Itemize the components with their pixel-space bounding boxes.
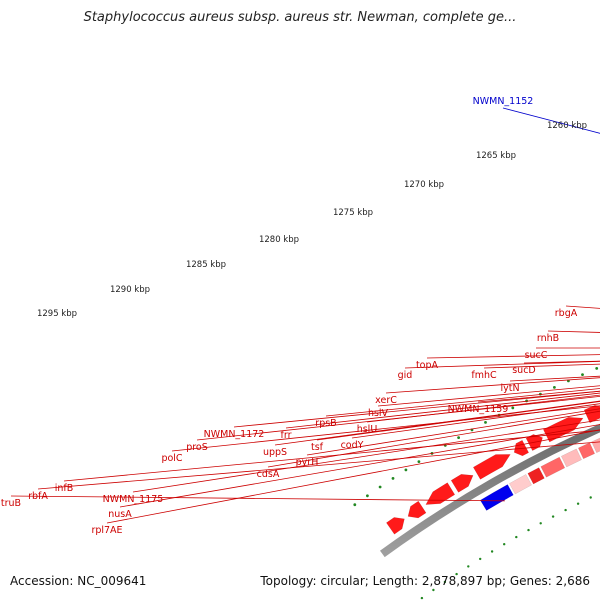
- gene-label-gid[interactable]: gid: [398, 370, 413, 381]
- callout-line: [306, 408, 600, 456]
- callout-line: [377, 385, 600, 407]
- gene-feature: [577, 442, 596, 460]
- gene-label-upps[interactable]: uppS: [263, 447, 287, 458]
- genome-backbone: [380, 423, 600, 558]
- inner-ruler-dot: [443, 580, 447, 584]
- gene-label-topa[interactable]: topA: [416, 360, 439, 371]
- inner-ruler-dot: [479, 557, 482, 561]
- inner-ruler-dot: [551, 515, 555, 518]
- gene-feature: [540, 456, 566, 478]
- inner-ruler-dot: [539, 522, 542, 525]
- callout-line: [285, 392, 600, 429]
- callout-line: [233, 390, 600, 428]
- callout-line: [502, 107, 600, 134]
- gene-feature: [560, 448, 582, 468]
- inner-ruler-dot: [467, 565, 470, 568]
- callout-line: [63, 429, 600, 482]
- gene-label-infb[interactable]: infB: [55, 483, 74, 494]
- gene-label-trub[interactable]: truB: [1, 498, 21, 509]
- gene-feature: [472, 454, 511, 480]
- callout-line: [385, 377, 600, 394]
- gene-feature: [527, 467, 545, 485]
- gene-label-polc[interactable]: polC: [161, 453, 182, 464]
- callout-line: [196, 395, 600, 441]
- gene-label-rbga[interactable]: rbgA: [555, 308, 578, 319]
- inner-ruler-dot: [432, 588, 435, 592]
- kbp-label: 1280 kbp: [259, 235, 299, 245]
- inner-ruler-dot: [490, 550, 494, 553]
- gene-feature: [450, 474, 474, 493]
- callout-line: [37, 441, 600, 490]
- kbp-label: 1260 kbp: [547, 121, 587, 131]
- inner-ruler-dot: [455, 572, 458, 576]
- gene-feature: [542, 416, 584, 443]
- callout-line: [132, 419, 600, 493]
- gene-label-nusa[interactable]: nusA: [108, 509, 132, 520]
- gene-label-frr[interactable]: frr: [281, 430, 292, 441]
- inner-ruler-dot: [564, 508, 567, 512]
- inner-ruler-dot: [589, 496, 592, 499]
- gene-feature: [479, 484, 514, 511]
- topology-label: Topology: circular; Length: 2,878,897 bp…: [260, 574, 590, 588]
- accession-label: Accession: NC_009641: [10, 574, 147, 588]
- kbp-label: 1270 kbp: [404, 180, 444, 190]
- gene-feature: [425, 482, 456, 505]
- gene-label-xerc[interactable]: xerC: [375, 395, 397, 406]
- callout-line: [316, 401, 600, 441]
- inner-ruler-dot: [527, 528, 530, 532]
- callout-line: [119, 424, 600, 508]
- inner-ruler-dot: [515, 535, 518, 539]
- gene-label-pros[interactable]: proS: [186, 442, 208, 453]
- kbp-label: 1295 kbp: [37, 309, 77, 319]
- gene-feature: [407, 500, 427, 519]
- callout-line: [325, 388, 600, 417]
- ruler-labels: 1260 kbp 1265 kbp 1270 kbp 1275 kbp 1280 kbp…: [37, 121, 587, 319]
- gene-callouts: NWMN_1152rbgArnhBsucCsucDlytNfmhCNWMN_11…: [1, 96, 600, 536]
- feature-track: [386, 404, 600, 535]
- gene-feature: [509, 474, 532, 495]
- gene-label-cody[interactable]: codY: [341, 440, 364, 451]
- kbp-label: 1285 kbp: [186, 260, 226, 270]
- gene-label-rnhb[interactable]: rnhB: [537, 333, 559, 344]
- gene-label-hslu[interactable]: hslU: [357, 424, 378, 435]
- gene-label-tsf[interactable]: tsf: [311, 442, 324, 453]
- gene-label-lytn[interactable]: lytN: [500, 383, 519, 394]
- gene-label-fmhc[interactable]: fmhC: [471, 370, 497, 381]
- inner-ruler-dot: [503, 543, 506, 546]
- map-title: Staphylococcus aureus subsp. aureus str.…: [83, 10, 517, 25]
- kbp-label: 1290 kbp: [110, 285, 150, 295]
- callout-line: [267, 410, 600, 468]
- gene-label-nwmn_1175[interactable]: NWMN_1175: [103, 494, 164, 505]
- gene-label-rpl7ae[interactable]: rpl7AE: [91, 525, 122, 536]
- callout-line: [351, 403, 600, 439]
- gene-label-sucd[interactable]: sucD: [512, 365, 536, 376]
- gene-feature: [513, 439, 530, 457]
- gene-label-cdsa[interactable]: cdsA: [257, 469, 280, 480]
- inner-ruler-dot: [576, 502, 580, 505]
- gene-label-pyrh[interactable]: pyrH: [296, 457, 319, 468]
- callout-line: [426, 354, 600, 359]
- callout-line: [483, 363, 600, 369]
- callout-line: [106, 429, 600, 524]
- gene-label-nwmn_1172[interactable]: NWMN_1172: [204, 429, 265, 440]
- callout-line: [171, 405, 600, 452]
- callout-line: [274, 400, 600, 446]
- backbone-band: [380, 423, 600, 558]
- callout-line: [404, 360, 600, 369]
- kbp-label: 1265 kbp: [476, 151, 516, 161]
- callout-line: [10, 495, 505, 502]
- gene-label-nwmn_1152[interactable]: NWMN_1152: [473, 96, 534, 107]
- gene-feature: [386, 517, 405, 535]
- inner-ruler-dot: [420, 596, 424, 600]
- kbp-label: 1275 kbp: [333, 208, 373, 218]
- gene-label-hslv[interactable]: hslV: [368, 408, 389, 419]
